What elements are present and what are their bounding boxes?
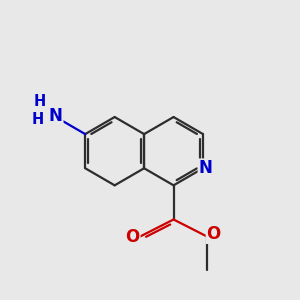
Text: N: N — [198, 159, 212, 177]
Text: H: H — [34, 94, 46, 109]
Text: O: O — [125, 228, 140, 246]
Text: N: N — [49, 106, 63, 124]
Text: O: O — [206, 225, 221, 243]
Text: H: H — [32, 112, 44, 128]
